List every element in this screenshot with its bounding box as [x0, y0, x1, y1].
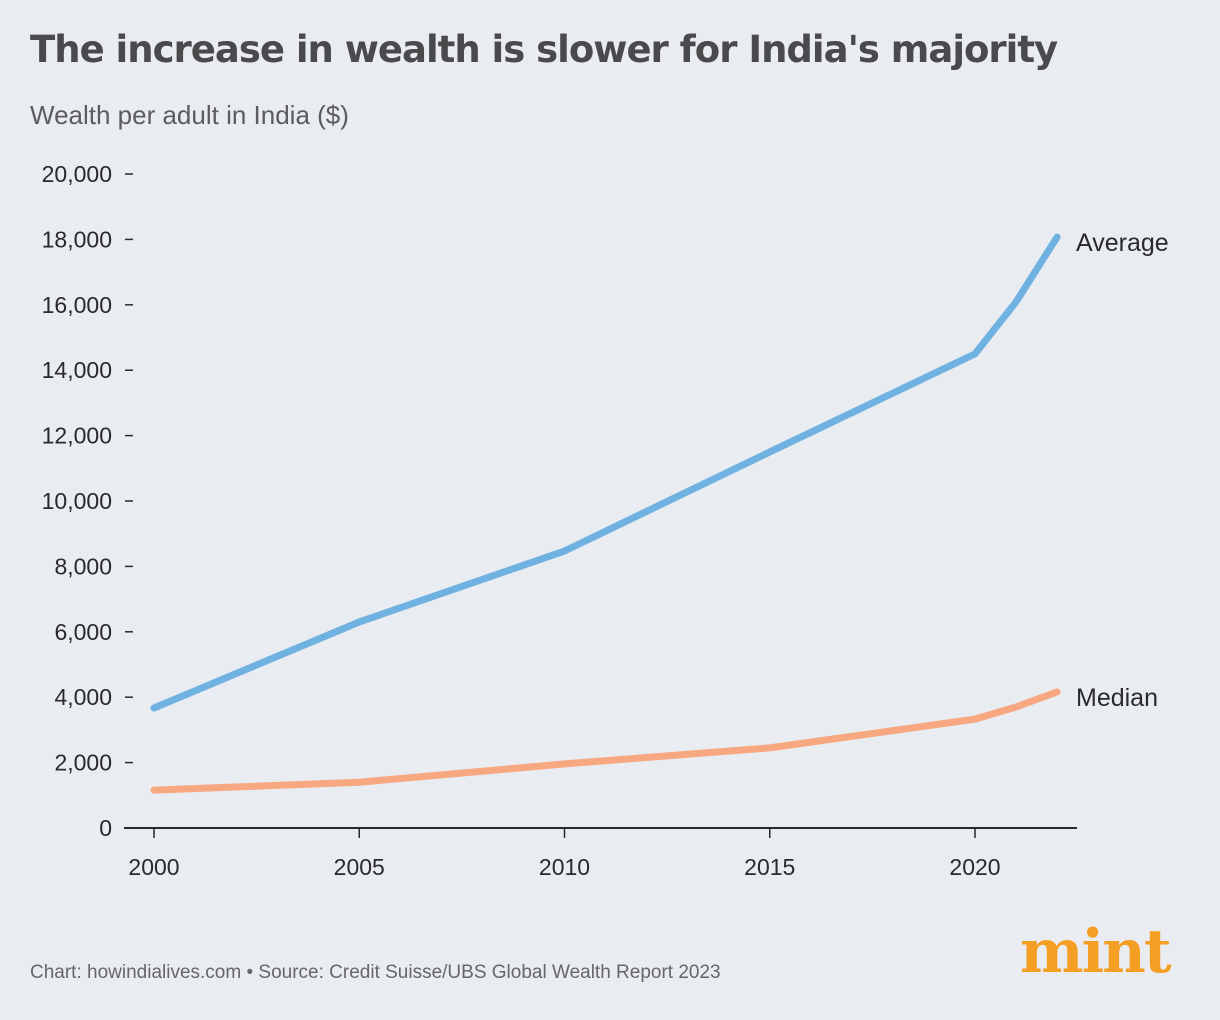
source-footer: Chart: howindialives.com • Source: Credi… — [30, 962, 721, 983]
y-tick-label: 4,000 — [54, 684, 112, 710]
y-tick-label: 6,000 — [54, 619, 112, 645]
y-tick-label: 10,000 — [42, 488, 112, 514]
y-tick-label: 2,000 — [54, 750, 112, 776]
series-label-median: Median — [1076, 684, 1158, 712]
mint-logo: mint — [1020, 917, 1172, 987]
series-line-median — [150, 688, 1061, 794]
series-line-average — [150, 233, 1061, 712]
x-tick-label: 2010 — [539, 854, 590, 880]
y-tick-label: 0 — [99, 815, 112, 841]
series-label-average: Average — [1076, 229, 1169, 257]
x-tick-label: 2020 — [949, 854, 1000, 880]
x-tick-label: 2015 — [744, 854, 795, 880]
chart-subtitle: Wealth per adult in India ($) — [30, 100, 349, 130]
y-tick-label: 20,000 — [42, 161, 112, 187]
y-tick-label: 16,000 — [42, 292, 112, 318]
x-tick-label: 2000 — [128, 854, 179, 880]
y-tick-label: 18,000 — [42, 226, 112, 252]
y-tick-label: 8,000 — [54, 553, 112, 579]
chart-title: The increase in wealth is slower for Ind… — [30, 28, 1058, 71]
y-tick-label: 12,000 — [42, 423, 112, 449]
y-tick-label: 14,000 — [42, 357, 112, 383]
x-tick-label: 2005 — [334, 854, 385, 880]
